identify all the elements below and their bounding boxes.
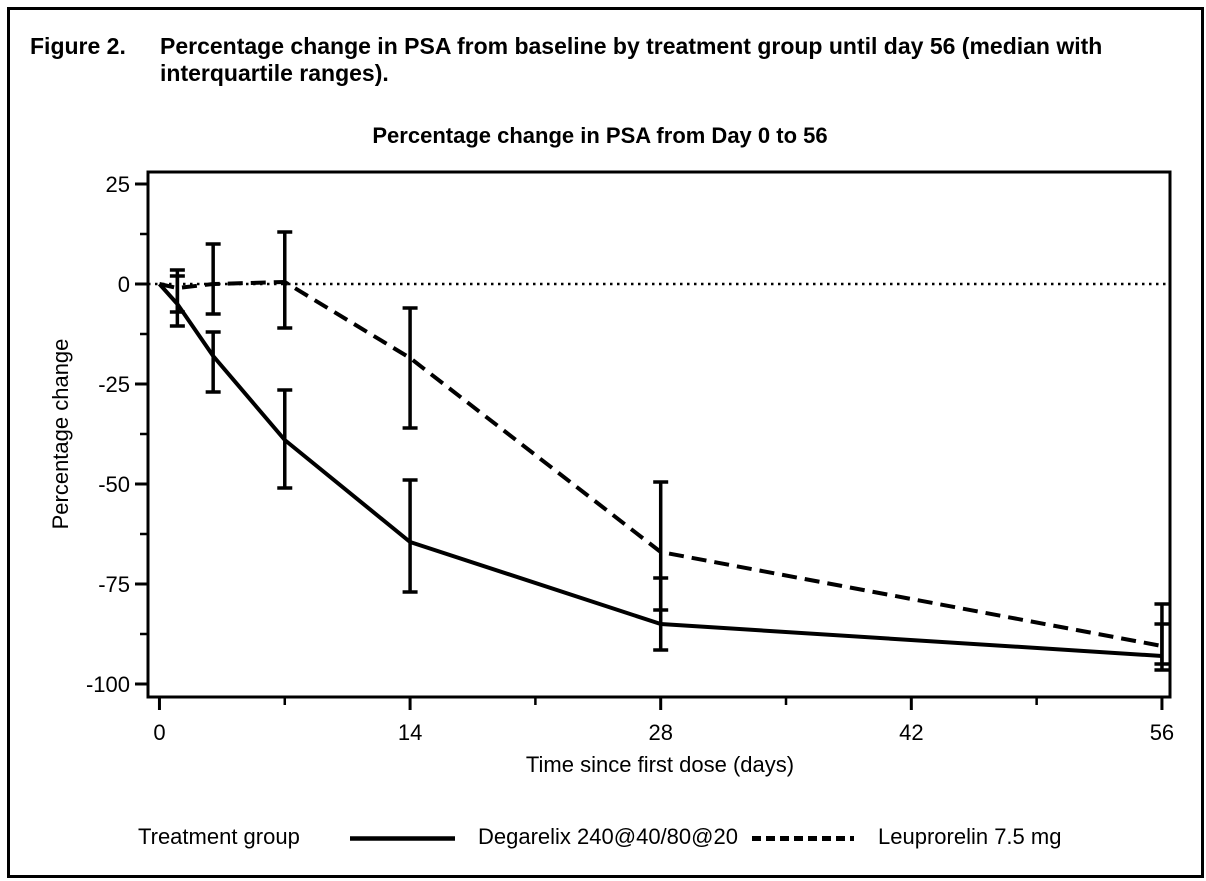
x-tick-label: 0 xyxy=(153,720,165,745)
y-tick-label: -100 xyxy=(86,672,130,697)
x-tick-label: 56 xyxy=(1150,720,1174,745)
y-tick-label: 0 xyxy=(118,272,130,297)
x-tick-label: 14 xyxy=(398,720,422,745)
legend-solid-line-sample xyxy=(350,836,455,841)
chart-title: Percentage change in PSA from Day 0 to 5… xyxy=(372,123,827,148)
plot-area: 25 0 -25 -50 -75 -100 0 14 28 42 56 xyxy=(86,170,1174,745)
legend-title: Treatment group xyxy=(138,824,300,849)
x-tick-label: 42 xyxy=(899,720,923,745)
y-tick-label: -50 xyxy=(98,472,130,497)
x-axis-label: Time since first dose (days) xyxy=(526,752,794,777)
y-tick-label: 25 xyxy=(106,172,130,197)
y-tick-label: -25 xyxy=(98,372,130,397)
legend-item-degarelix: Degarelix 240@40/80@20 xyxy=(478,824,738,849)
legend-item-leuprorelin: Leuprorelin 7.5 mg xyxy=(878,824,1062,849)
legend-dashed-line-sample xyxy=(752,836,854,841)
x-tick-label: 28 xyxy=(648,720,672,745)
figure-caption-text: Percentage change in PSA from baseline b… xyxy=(160,33,1103,86)
series-line-degarelix xyxy=(157,282,1163,658)
figure-number: Figure 2. xyxy=(30,33,126,59)
y-axis-label: Percentage change xyxy=(48,339,73,530)
y-tick-label: -75 xyxy=(98,572,130,597)
figure-caption: Figure 2. Percentage change in PSA from … xyxy=(30,33,1170,87)
series-line-leuprorelin xyxy=(159,280,1163,648)
